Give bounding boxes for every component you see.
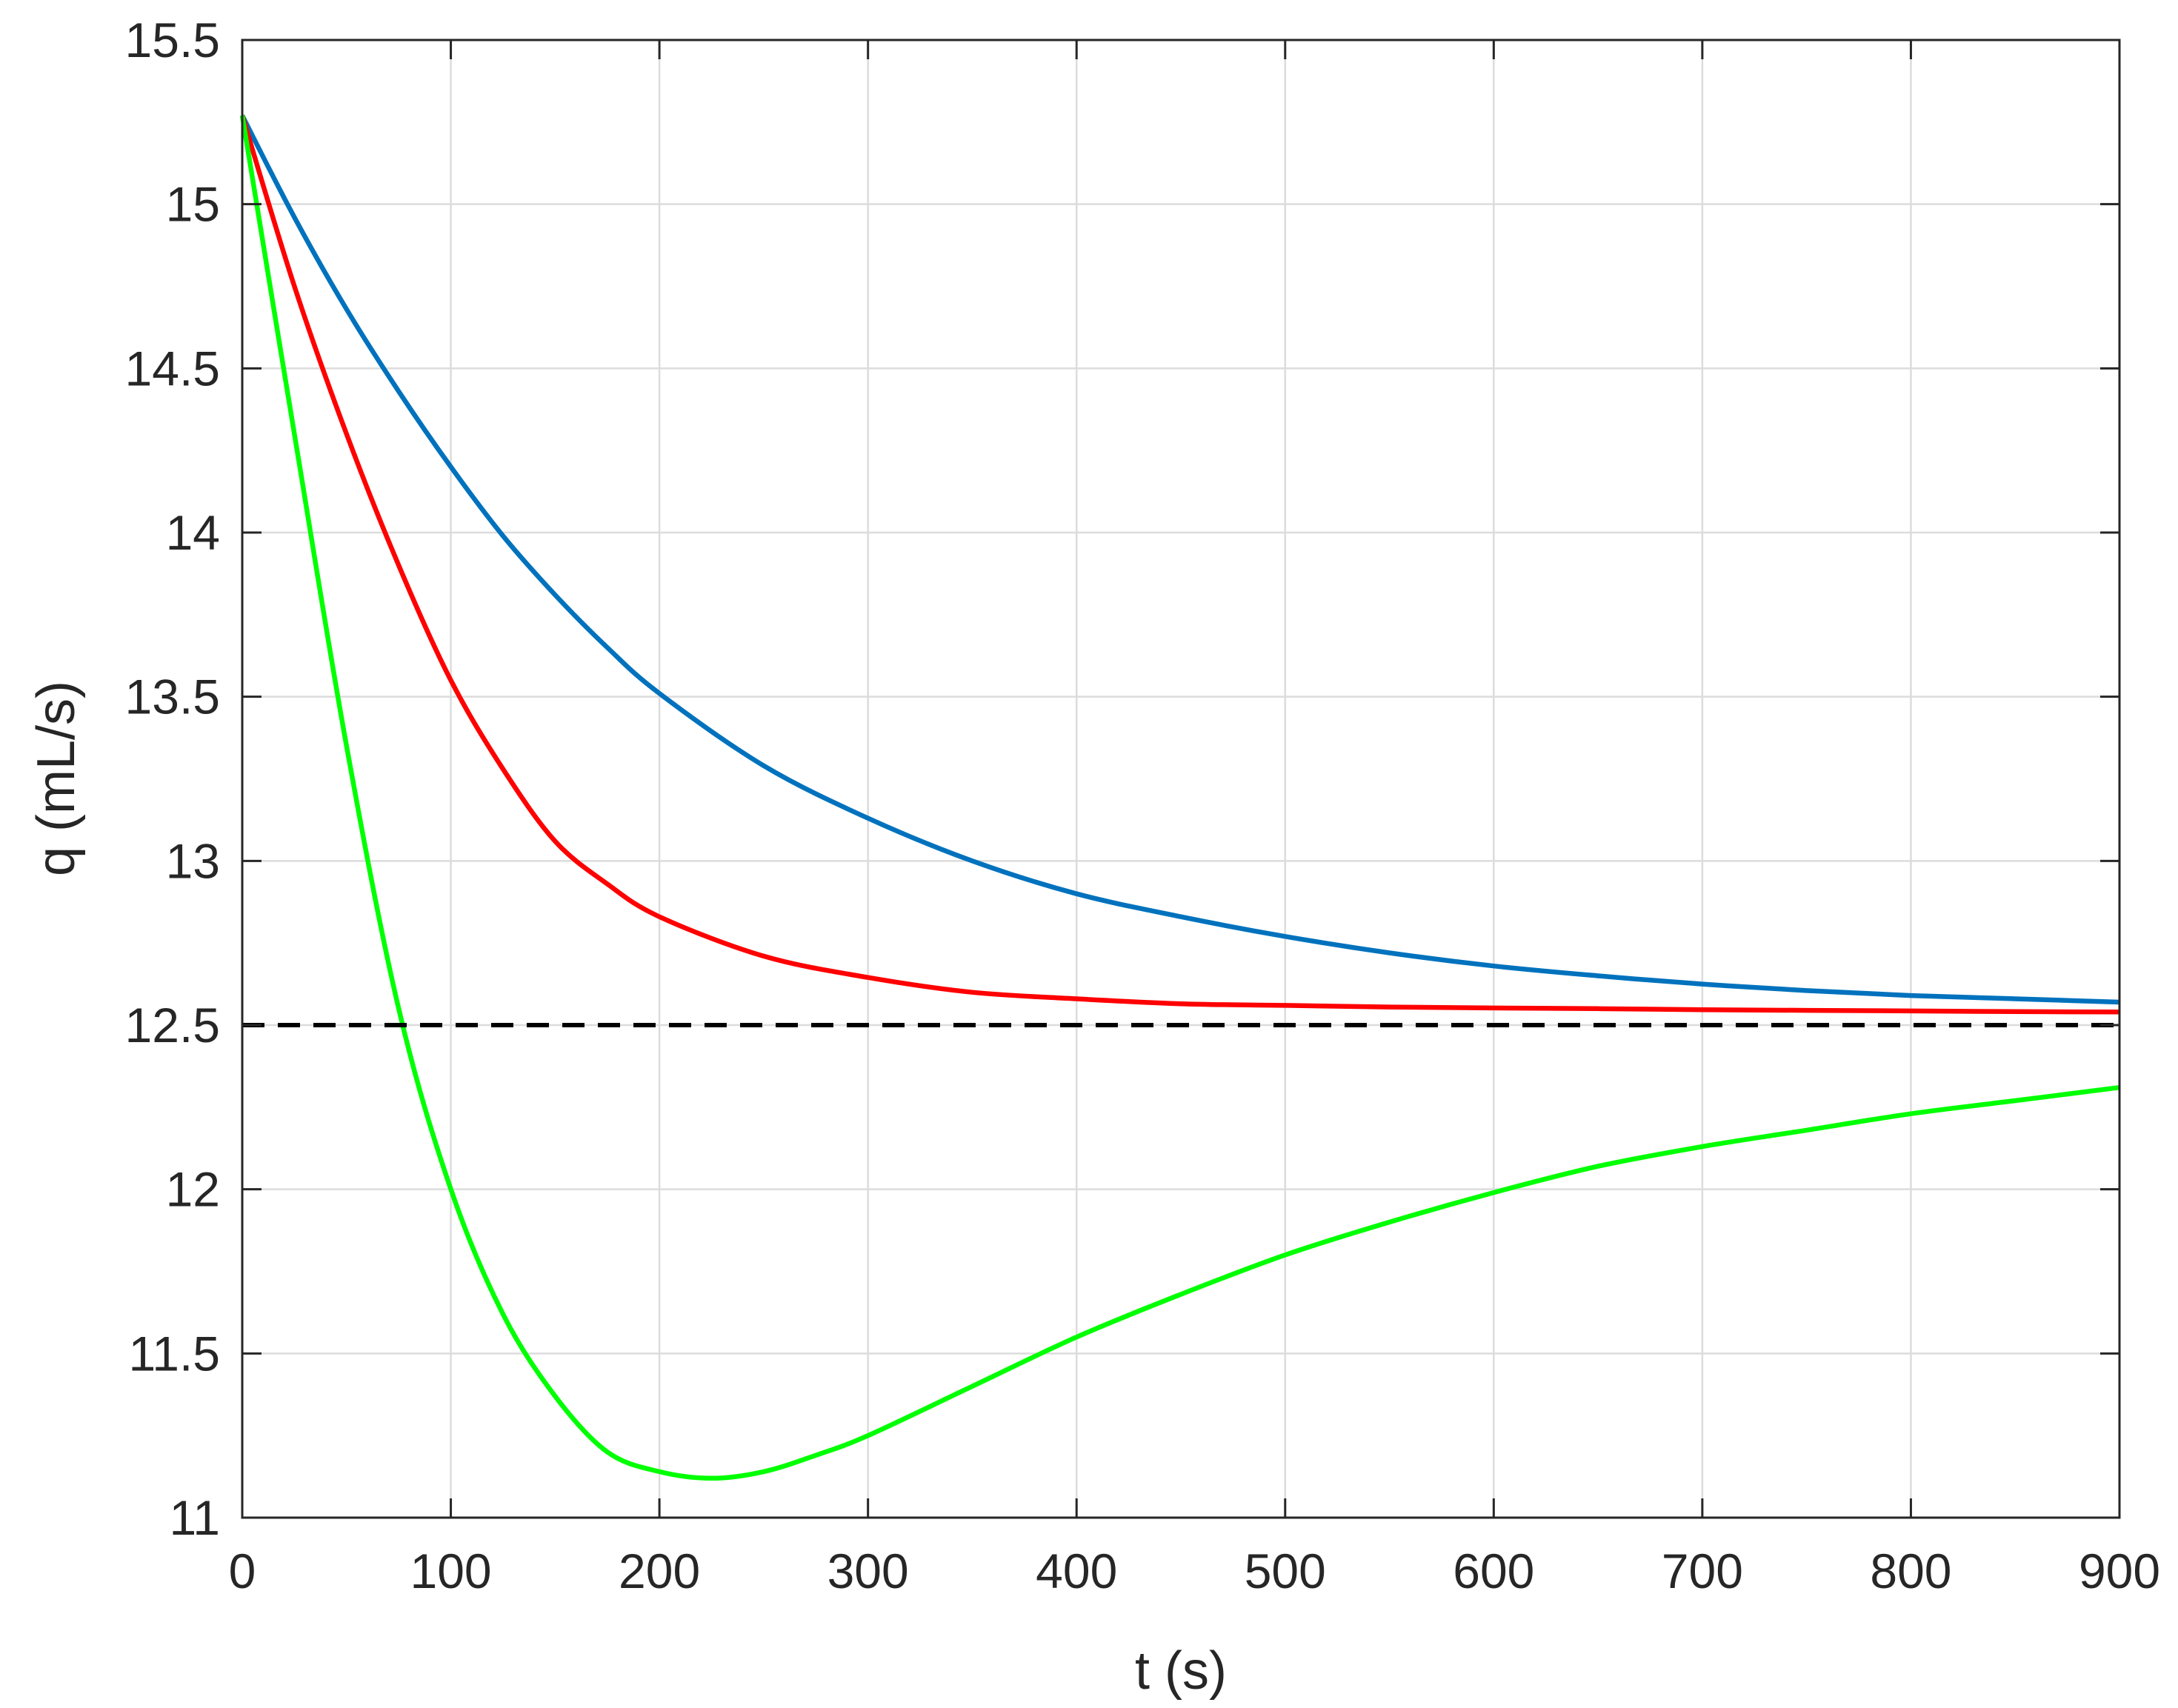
y-tick-label: 12.5 — [125, 998, 220, 1053]
series-line-2 — [239, 115, 2120, 1015]
x-tick-label: 500 — [1245, 1544, 1326, 1598]
y-tick-label: 11 — [169, 1490, 220, 1545]
y-tick-label: 15 — [166, 177, 220, 232]
x-tick-label: 300 — [827, 1544, 909, 1598]
y-tick-label: 15.5 — [125, 13, 220, 67]
x-tick-label: 600 — [1453, 1544, 1534, 1598]
x-tick-labels: 0 100 200 300 400 500 600 700 800 900 — [229, 1544, 2160, 1598]
x-tick-label: 400 — [1036, 1544, 1117, 1598]
tick-marks — [241, 39, 2121, 1519]
x-tick-label: 800 — [1870, 1544, 1951, 1598]
y-tick-labels: 11 11.5 12 12.5 13 13.5 14 14.5 15 15.5 — [125, 13, 220, 1545]
y-tick-label: 11.5 — [128, 1326, 220, 1381]
x-tick-label: 700 — [1662, 1544, 1743, 1598]
plot-area — [242, 40, 2119, 1518]
x-tick-label: 200 — [619, 1544, 700, 1598]
x-axis-title: t (s) — [1135, 1641, 1227, 1701]
y-tick-label: 13.5 — [125, 670, 220, 724]
series-group — [239, 114, 2120, 1481]
x-tick-label: 100 — [410, 1544, 491, 1598]
y-axis-title: q (mL/s) — [27, 681, 86, 876]
series-line-3 — [239, 115, 2120, 1481]
x-tick-label: 0 — [229, 1544, 256, 1598]
series-line-1 — [240, 114, 2120, 1005]
y-tick-label: 14 — [166, 505, 220, 560]
y-tick-label: 12 — [166, 1162, 220, 1217]
y-tick-label: 13 — [166, 833, 220, 888]
x-tick-label: 900 — [2079, 1544, 2160, 1598]
axes-box — [241, 39, 2121, 1519]
y-tick-label: 14.5 — [125, 341, 220, 396]
